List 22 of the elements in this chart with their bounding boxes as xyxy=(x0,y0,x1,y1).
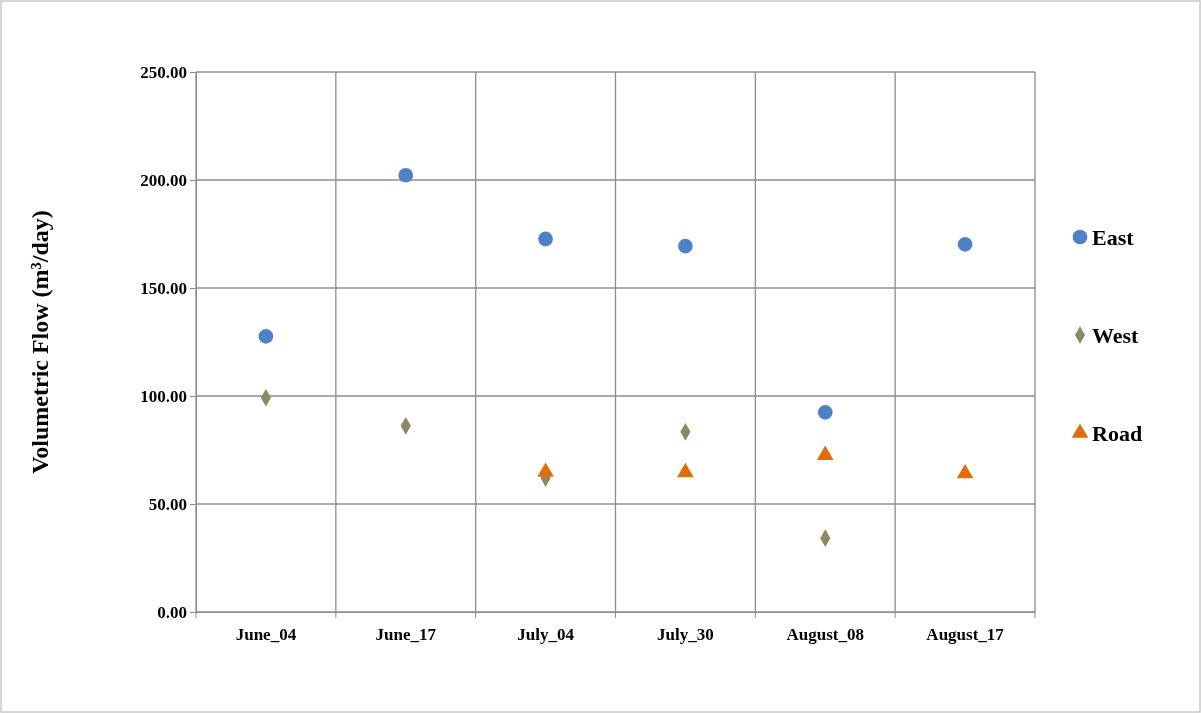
legend-label: East xyxy=(1092,225,1135,250)
point xyxy=(817,405,833,420)
point xyxy=(258,329,274,344)
legend-label: Road xyxy=(1092,421,1143,446)
point xyxy=(538,231,553,247)
x-tick-label: June_17 xyxy=(375,625,437,645)
y-tick-label: 50.00 xyxy=(148,494,187,514)
y-tick-label: 250.00 xyxy=(140,62,187,82)
point xyxy=(678,238,693,254)
y-tick-label: 200.00 xyxy=(140,170,187,190)
point xyxy=(398,167,414,183)
legend-label: West xyxy=(1092,323,1140,348)
y-axis-title: Volumetric Flow (m³/day) xyxy=(27,210,53,474)
x-tick-label: July_30 xyxy=(657,625,714,645)
x-tick-label: August_17 xyxy=(926,625,1005,645)
y-tick-label: 100.00 xyxy=(140,386,187,406)
y-tick-label: 0.00 xyxy=(157,602,187,622)
x-tick-label: June_04 xyxy=(235,625,297,645)
y-tick-label: 150.00 xyxy=(140,278,187,298)
point xyxy=(957,237,973,252)
x-tick-label: August_08 xyxy=(786,625,864,645)
x-tick-label: July_04 xyxy=(517,625,575,645)
